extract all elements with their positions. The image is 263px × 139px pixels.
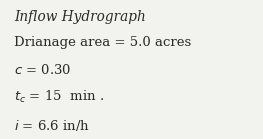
Text: $i$ = 6.6 in/h: $i$ = 6.6 in/h <box>14 118 90 133</box>
Text: $c$ = 0.30: $c$ = 0.30 <box>14 63 72 77</box>
Text: Inflow Hydrograph: Inflow Hydrograph <box>14 10 146 24</box>
Text: $t_c$ = 15  min .: $t_c$ = 15 min . <box>14 89 104 105</box>
Text: Drianage area = 5.0 acres: Drianage area = 5.0 acres <box>14 36 192 49</box>
